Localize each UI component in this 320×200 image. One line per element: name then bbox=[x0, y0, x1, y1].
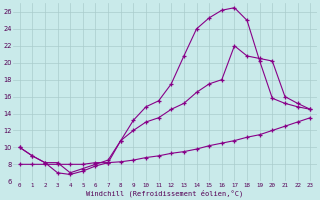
X-axis label: Windchill (Refroidissement éolien,°C): Windchill (Refroidissement éolien,°C) bbox=[86, 189, 244, 197]
